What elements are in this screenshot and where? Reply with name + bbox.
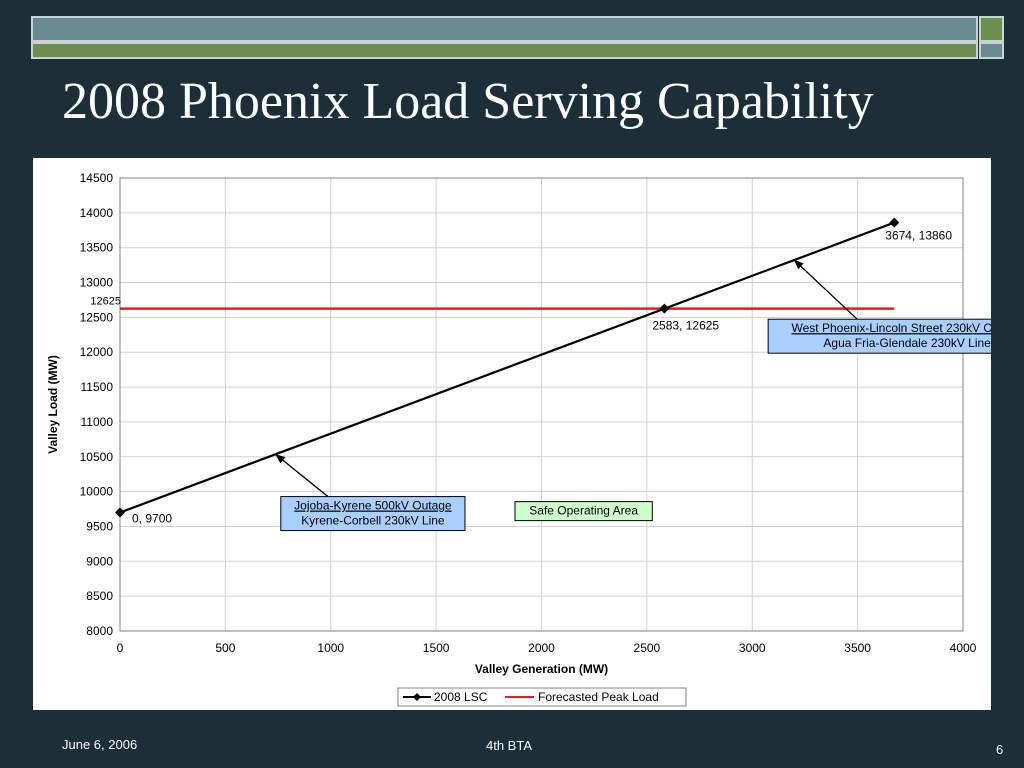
load-serving-chart: 0 500 1000 1500 2000 2500 3000 3500 4000 8000 8500… [46,171,991,707]
header-accent-bar-bottom [31,42,978,59]
x-tick-label: 2000 [528,641,555,655]
legend-label-lsc: 2008 LSC [434,690,488,704]
header-accent-square-bottom [979,42,1004,59]
legend-label-peak: Forecasted Peak Load [538,690,659,704]
gridlines [119,177,964,632]
callout-text-west-phoenix: Agua Fria-Glendale 230kV Line [823,336,991,350]
chart-legend: 2008 LSC Forecasted Peak Load [397,687,687,707]
x-tick-label: 3000 [739,641,766,655]
plot-area-frame [119,177,964,632]
legend-box [397,687,687,707]
y-tick-label: 12000 [80,345,114,359]
lsc-data-point [889,217,900,228]
slide-title: 2008 Phoenix Load Serving Capability [62,73,874,130]
callout-box-jojoba [280,496,466,532]
peak-load-value-label: 12625 [90,296,121,308]
callout-box-west-phoenix [767,318,991,354]
x-tick-label: 2500 [634,641,661,655]
x-tick-label: 500 [215,641,235,655]
lsc-series-line [119,221,895,514]
series-layer: 12625 0, 9700 2583, 12625 3674, 13860 [90,217,952,526]
y-tick-label: 11500 [81,380,114,394]
x-tick-label: 1500 [423,641,450,655]
lsc-data-point [659,303,670,314]
y-tick-label: 11000 [81,415,114,429]
annotations: Jojoba-Kyrene 500kV OutageKyrene-Corbell… [275,259,991,532]
callout-text-jojoba: Kyrene-Corbell 230kV Line [301,514,445,528]
footer-date: June 6, 2006 [62,737,138,752]
callout-box-safe-area [514,501,653,522]
y-tick-label: 9500 [86,519,113,533]
callout-text-west-phoenix: West Phoenix-Lincoln Street 230kV Outage [792,321,991,335]
y-tick-label: 12500 [80,310,114,324]
y-tick-label: 13000 [80,276,114,290]
y-tick-label: 8500 [86,589,113,603]
header-accent-square-top [979,16,1004,42]
callout-text-safe-area: Safe Operating Area [529,504,638,518]
header-accent-bar-top [31,16,978,42]
x-tick-label: 3500 [844,641,871,655]
x-tick-label: 1000 [317,641,344,655]
legend-marker-lsc [413,693,421,701]
callout-text-jojoba: Jojoba-Kyrene 500kV Outage [294,499,452,513]
y-tick-label: 8000 [86,624,113,638]
lsc-data-label: 2583, 12625 [652,319,719,333]
x-tick-label: 4000 [950,641,977,655]
lsc-data-point [115,507,125,518]
y-tick-label: 10500 [80,450,114,464]
page-number: 6 [996,742,1004,757]
y-tick-label: 10000 [80,485,114,499]
y-axis-label: Valley Load (MW) [46,355,60,454]
callout-arrow [275,454,329,498]
chart-panel: 0 500 1000 1500 2000 2500 3000 3500 4000 8000 8500… [33,158,991,710]
x-tick-label: 0 [117,641,124,655]
y-tick-label: 9000 [86,554,113,568]
x-axis-label: Valley Generation (MW) [475,662,608,676]
y-tick-label: 14500 [80,171,114,185]
callout-arrow [793,259,858,320]
y-tick-label: 13500 [80,241,114,255]
y-tick-label: 14000 [80,206,114,220]
lsc-data-label: 0, 9700 [132,512,172,526]
footer-event: 4th BTA [486,738,533,753]
tick-labels: 0 500 1000 1500 2000 2500 3000 3500 4000 8000 8500… [80,171,977,655]
lsc-data-label: 3674, 13860 [885,229,952,243]
